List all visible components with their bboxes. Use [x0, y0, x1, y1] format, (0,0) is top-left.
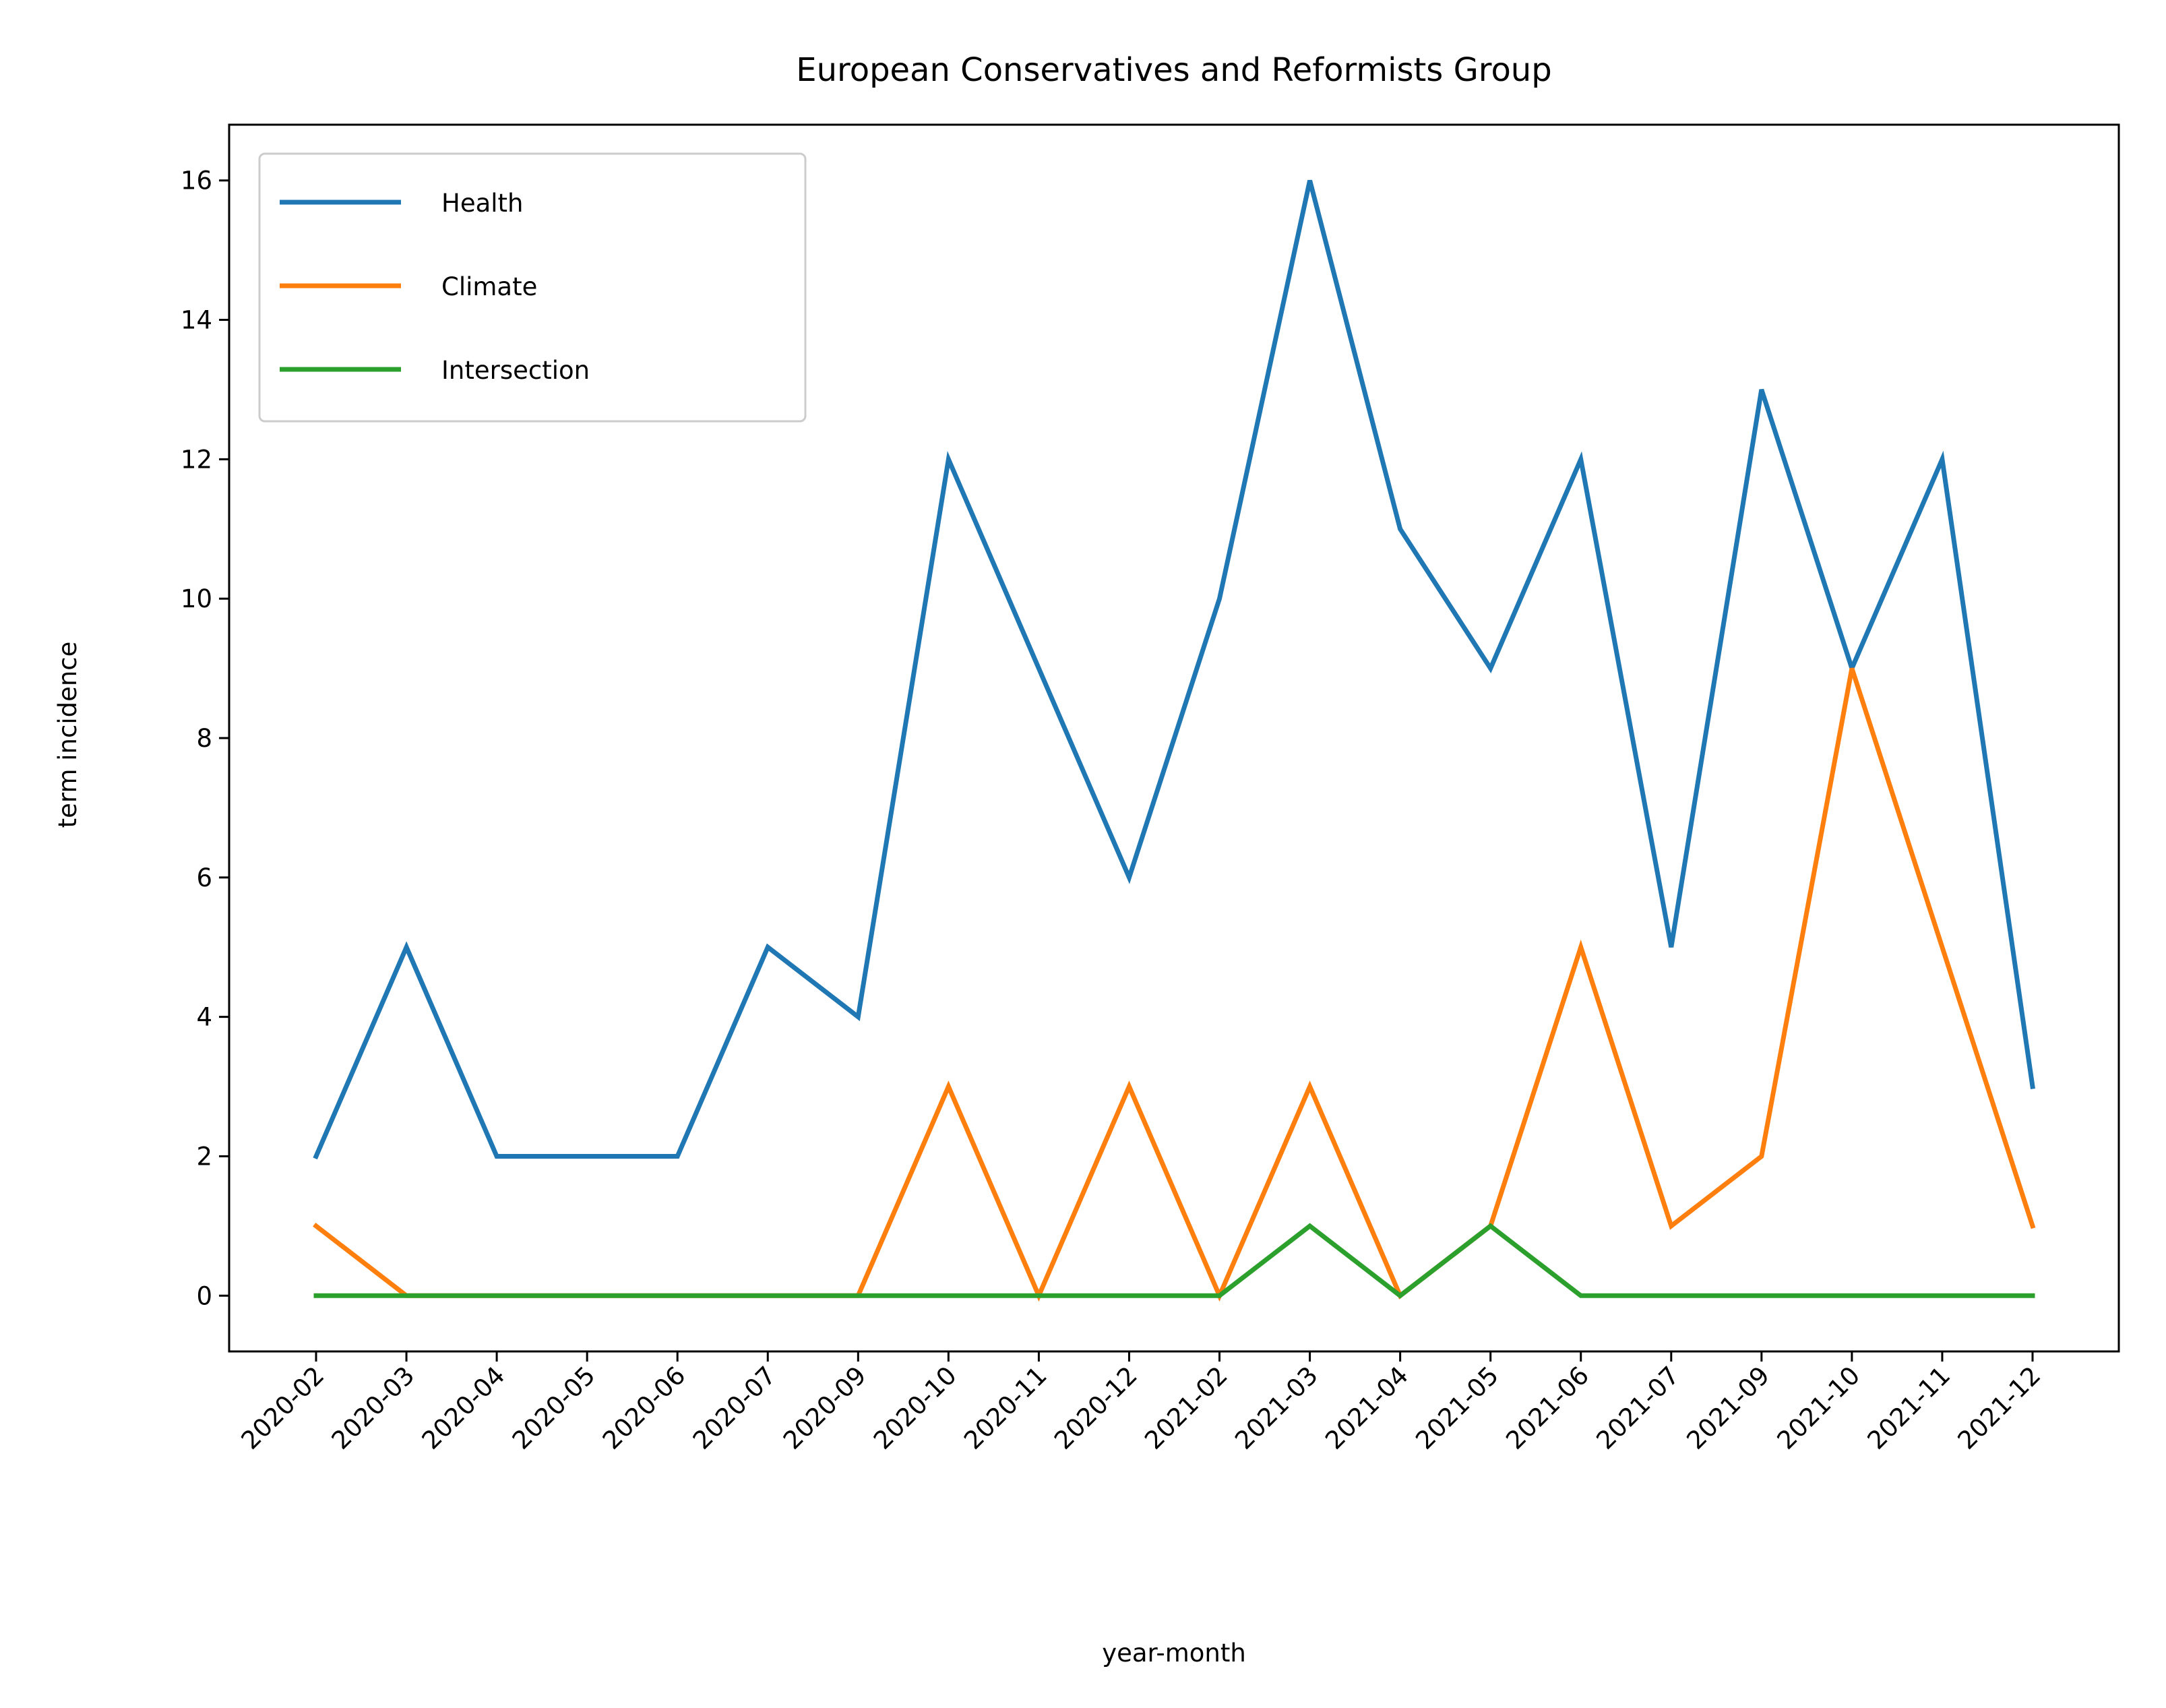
- y-tick-label: 6: [196, 863, 212, 892]
- y-tick-label: 10: [181, 584, 212, 613]
- series-line-climate: [313, 667, 2036, 1302]
- series-line-health: [313, 179, 2035, 1160]
- y-tick-label: 4: [196, 1003, 212, 1032]
- x-tick-label: 2020-12: [1049, 1361, 1143, 1455]
- x-tick-label: 2021-04: [1320, 1361, 1414, 1455]
- x-tick-label: 2021-07: [1590, 1361, 1685, 1455]
- x-tick-label: 2021-03: [1229, 1361, 1324, 1455]
- x-tick-label: 2020-03: [326, 1361, 421, 1455]
- x-tick-label: 2020-05: [507, 1361, 601, 1455]
- legend-label-climate: Climate: [441, 272, 537, 301]
- x-axis-label: year-month: [1102, 1639, 1246, 1668]
- series-line-intersection: [313, 1223, 2035, 1299]
- y-tick-label: 12: [181, 445, 212, 474]
- x-tick-label: 2020-02: [236, 1361, 330, 1455]
- x-tick-label: 2021-12: [1952, 1361, 2047, 1455]
- x-tick-label: 2021-10: [1772, 1361, 1866, 1455]
- x-tick-label: 2021-02: [1139, 1361, 1233, 1455]
- x-tick-label: 2021-06: [1500, 1361, 1595, 1455]
- legend: Health Climate Intersection: [258, 152, 807, 423]
- y-tick-label: 8: [196, 724, 212, 753]
- x-tick-label: 2020-10: [868, 1361, 962, 1455]
- y-axis-label: term incidence: [53, 642, 82, 828]
- legend-label-health: Health: [441, 189, 524, 218]
- x-tick-label: 2021-11: [1862, 1361, 1956, 1455]
- y-tick-label: 14: [181, 306, 212, 335]
- legend-label-intersection: Intersection: [441, 356, 590, 385]
- legend-box: [258, 152, 807, 423]
- x-tick-label: 2020-06: [597, 1361, 691, 1455]
- x-tick-label: 2020-07: [687, 1361, 782, 1455]
- x-tick-label: 2020-11: [958, 1361, 1053, 1455]
- y-tick-label: 2: [196, 1142, 212, 1171]
- x-tick-label: 2020-04: [416, 1361, 511, 1455]
- y-tick-label: 16: [181, 166, 212, 195]
- x-tick-label: 2020-09: [778, 1361, 872, 1455]
- y-tick-label: 0: [196, 1281, 212, 1310]
- x-tick-label: 2021-05: [1410, 1361, 1504, 1455]
- chart-title: European Conservatives and Reformists Gr…: [796, 51, 1551, 89]
- x-tick-label: 2021-09: [1681, 1361, 1775, 1455]
